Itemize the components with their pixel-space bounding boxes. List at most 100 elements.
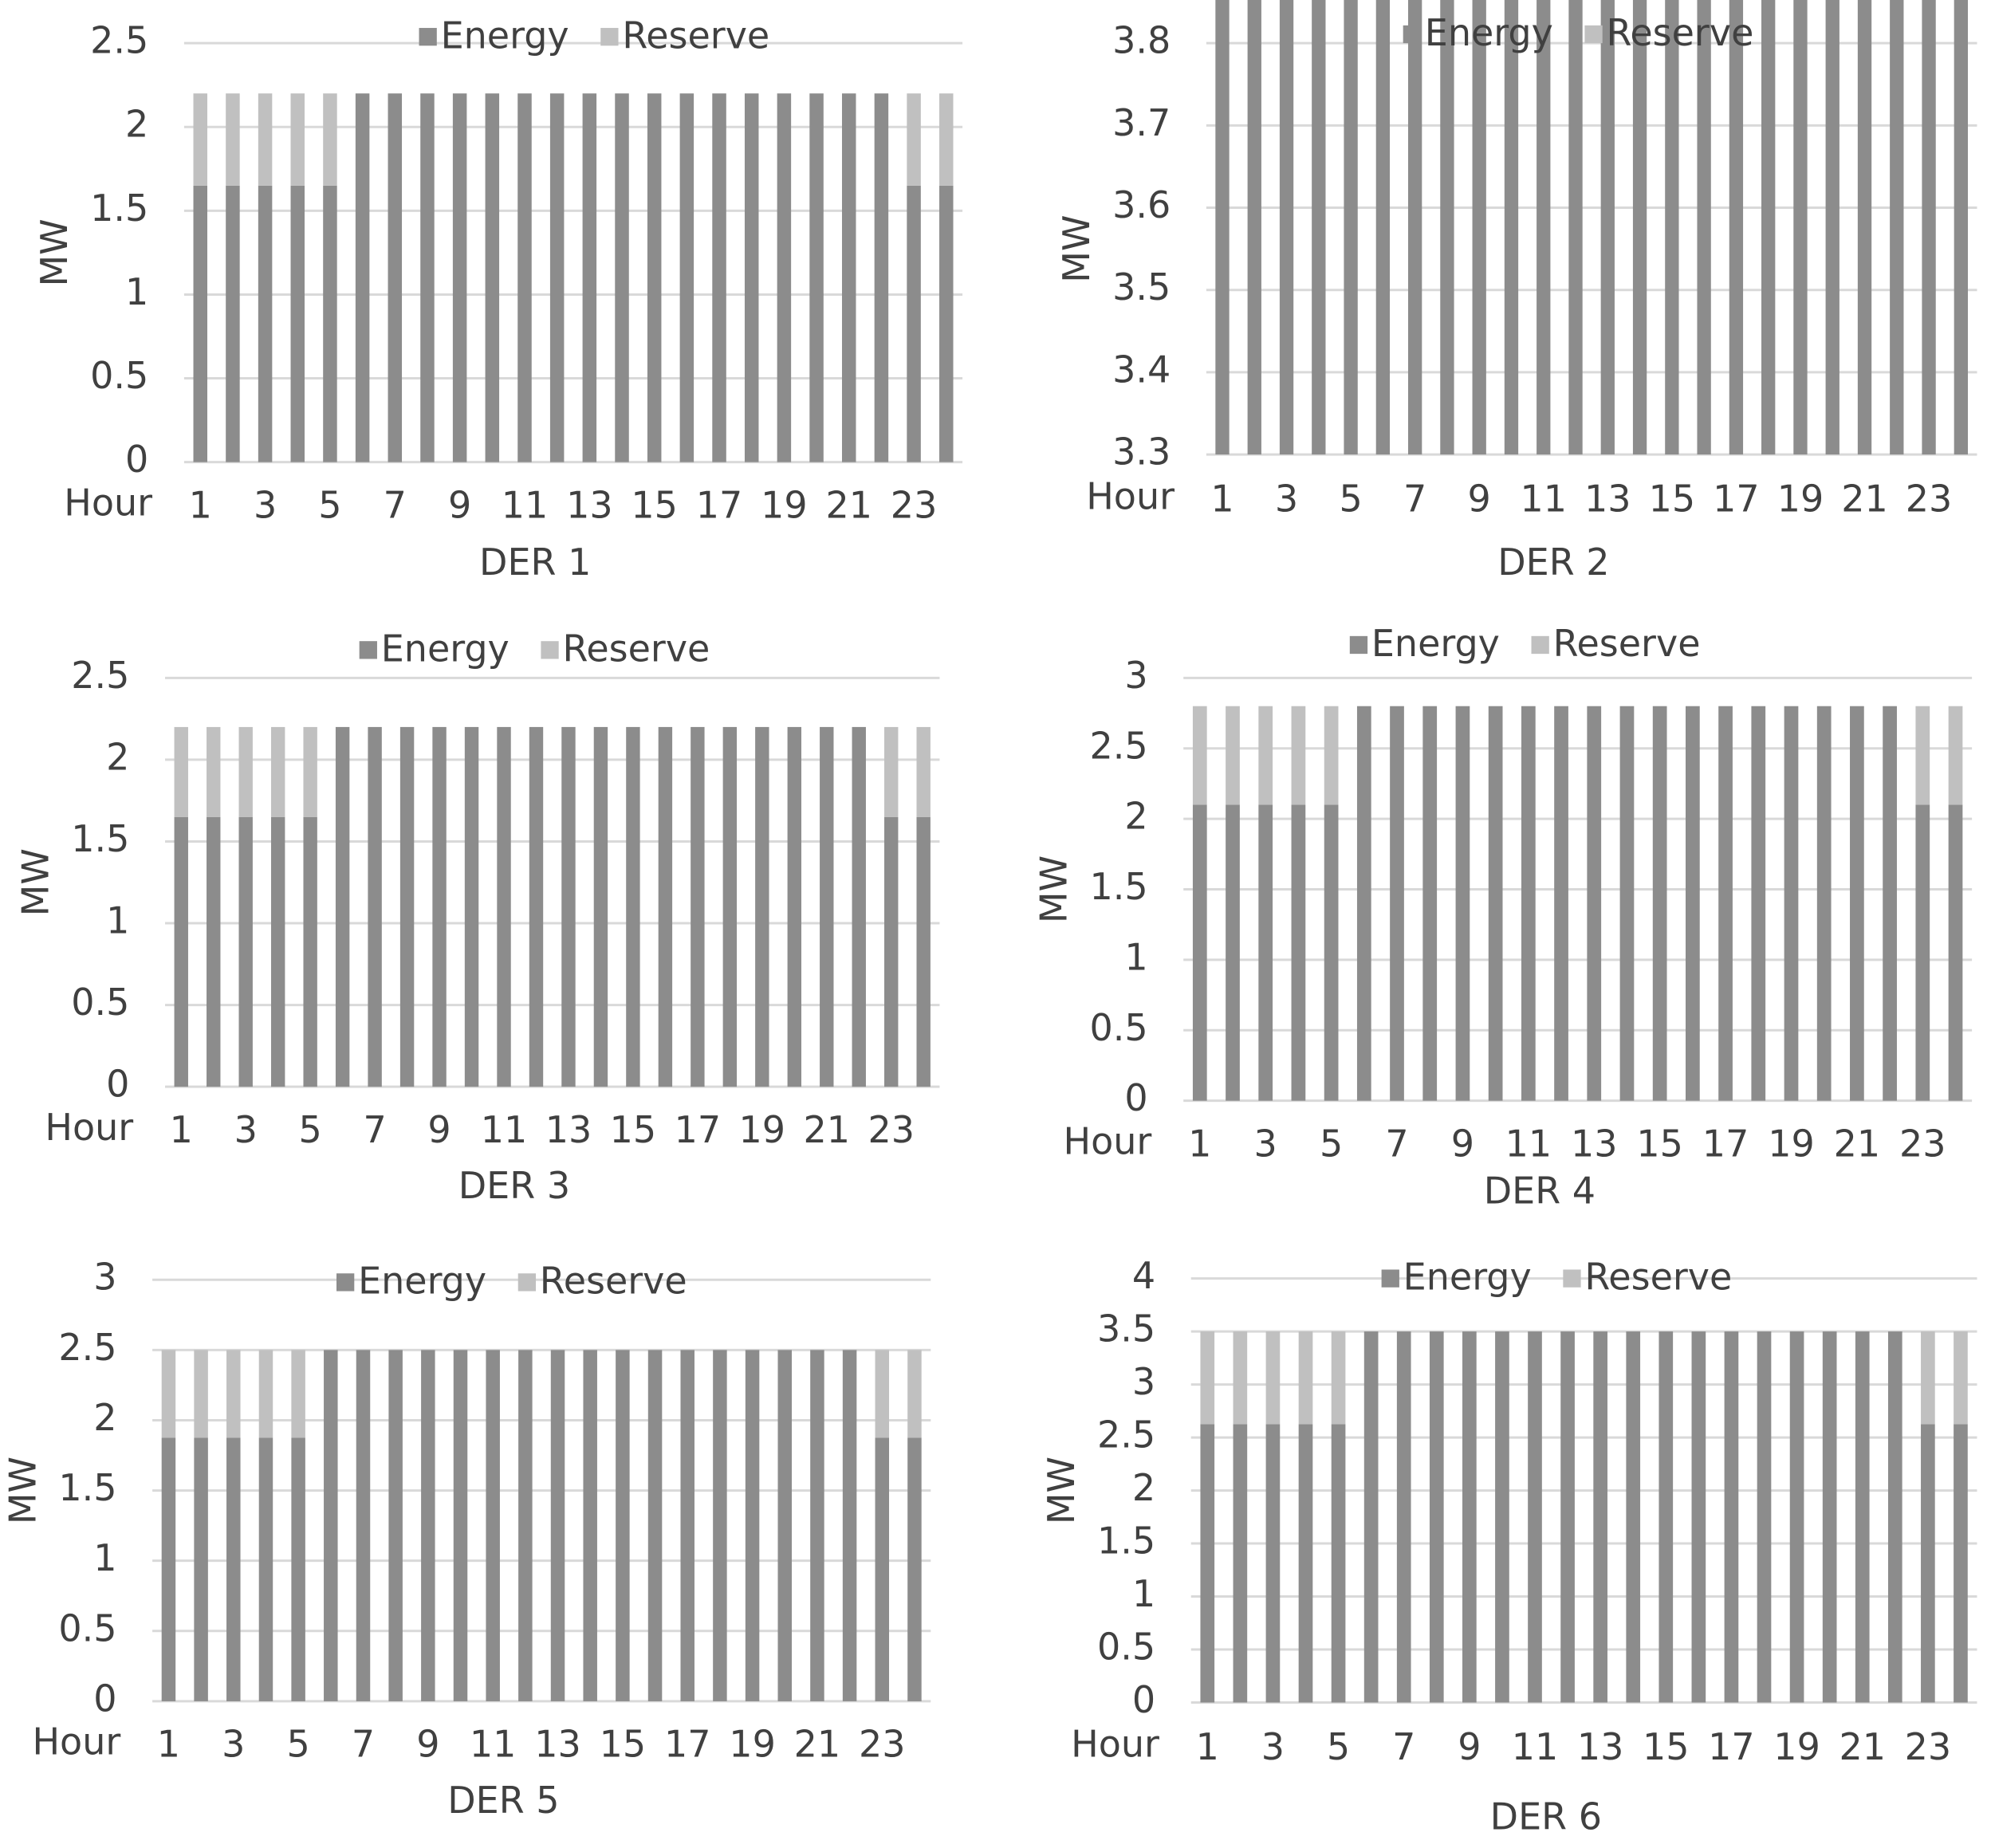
- bar-segment: [875, 1350, 890, 1438]
- legend-label: Energy: [1371, 622, 1500, 665]
- bar-segment: [712, 93, 726, 462]
- x-tick-label: 17: [1702, 1123, 1749, 1166]
- bar-segment: [1298, 1331, 1313, 1425]
- y-tick-label: 1.5: [90, 187, 148, 230]
- bar-segment: [1233, 1331, 1248, 1425]
- bar-segment: [777, 1350, 792, 1701]
- legend-label: Energy: [358, 1259, 486, 1302]
- bar-segment: [1850, 706, 1864, 1101]
- x-tick-label: 1: [170, 1108, 193, 1151]
- x-tick-label: 9: [1451, 1123, 1474, 1166]
- bar-segment: [1200, 1424, 1215, 1703]
- x-axis-label: Hour: [45, 1106, 133, 1149]
- y-tick-label: 0: [1132, 1678, 1155, 1721]
- bar-segment: [1915, 706, 1930, 805]
- legend-swatch: [600, 28, 619, 46]
- y-tick-label: 1: [125, 270, 148, 313]
- x-tick-label: 11: [1520, 478, 1567, 521]
- x-tick-label: 13: [545, 1108, 592, 1151]
- bar-segment: [1632, 0, 1647, 455]
- bar-segment: [1265, 1331, 1281, 1425]
- bar-segment: [810, 1350, 824, 1701]
- x-tick-label: 15: [610, 1108, 657, 1151]
- legend-label: Energy: [1425, 11, 1553, 54]
- bar-segment: [226, 1350, 241, 1438]
- y-tick-label: 2: [1132, 1466, 1155, 1509]
- bar-segment: [1279, 0, 1294, 455]
- legend-swatch: [517, 1273, 537, 1292]
- bar-segment: [1593, 1331, 1607, 1703]
- x-tick-label: 11: [481, 1108, 528, 1151]
- y-tick-label: 4: [1132, 1254, 1155, 1297]
- bar-segment: [647, 93, 662, 462]
- bar-segment: [290, 185, 305, 462]
- bar-segment: [615, 93, 629, 462]
- x-tick-label: 9: [416, 1723, 439, 1766]
- y-axis-label: MW: [33, 218, 76, 286]
- bar-segment: [193, 185, 207, 462]
- bar-segment: [939, 185, 954, 462]
- bar-segment: [1258, 706, 1273, 805]
- bar-segment: [238, 816, 253, 1087]
- bar-segment: [907, 1350, 922, 1438]
- bar-segment: [1192, 706, 1207, 805]
- y-tick-label: 0: [93, 1677, 116, 1720]
- bar-segment: [161, 1437, 176, 1701]
- bar-segment: [1390, 706, 1404, 1101]
- bar-segment: [258, 93, 273, 186]
- bar-segment: [1554, 706, 1568, 1101]
- y-tick-label: 0: [1124, 1076, 1147, 1119]
- bar-segment: [368, 726, 382, 1087]
- bar-segment: [593, 726, 608, 1087]
- x-tick-label: 23: [859, 1723, 906, 1766]
- bar-segment: [270, 726, 285, 817]
- x-tick-label: 11: [470, 1723, 517, 1766]
- bar-segment: [1291, 804, 1306, 1101]
- bar-segment: [713, 1350, 727, 1701]
- bar-segment: [1665, 0, 1679, 455]
- chart-title: DER 3: [458, 1164, 570, 1207]
- x-tick-label: 9: [1468, 478, 1491, 521]
- bar-segment: [841, 93, 856, 462]
- bar-segment: [874, 93, 889, 462]
- x-tick-label: 23: [868, 1108, 915, 1151]
- y-axis-label: MW: [1055, 215, 1098, 283]
- bar-segment: [161, 1350, 176, 1438]
- bar-segment: [226, 1437, 241, 1701]
- y-tick-label: 3.4: [1112, 348, 1171, 391]
- legend-label: Reserve: [622, 14, 769, 57]
- x-tick-label: 9: [448, 483, 471, 526]
- bar-segment: [1226, 706, 1240, 805]
- x-tick-label: 1: [1210, 478, 1234, 521]
- x-tick-label: 1: [1196, 1725, 1219, 1768]
- x-tick-label: 21: [794, 1723, 841, 1766]
- bar-segment: [1855, 1331, 1870, 1703]
- x-tick-label: 13: [1584, 478, 1631, 521]
- legend-swatch: [419, 28, 437, 46]
- chart-title: DER 6: [1490, 1795, 1602, 1838]
- y-tick-label: 2.5: [1097, 1414, 1155, 1457]
- x-tick-label: 19: [761, 483, 808, 526]
- bar-segment: [1718, 706, 1733, 1101]
- bar-segment: [1324, 804, 1339, 1101]
- bar-segment: [820, 726, 834, 1087]
- x-tick-label: 23: [1906, 478, 1953, 521]
- bar-segment: [1948, 706, 1963, 805]
- bar-segment: [679, 93, 694, 462]
- y-tick-label: 1.5: [1097, 1520, 1155, 1563]
- bar-segment: [453, 1350, 468, 1701]
- bar-segment: [399, 726, 415, 1087]
- y-tick-label: 0.5: [1097, 1626, 1155, 1669]
- y-tick-label: 1.5: [1089, 865, 1147, 908]
- bar-segment: [1331, 1424, 1346, 1703]
- bar-segment: [1331, 1331, 1346, 1425]
- bar-segment: [550, 1350, 565, 1701]
- x-tick-label: 11: [1512, 1725, 1559, 1768]
- legend-swatch: [359, 641, 377, 659]
- bar-segment: [421, 1350, 435, 1701]
- bar-segment: [1948, 804, 1963, 1101]
- bar-segment: [1488, 706, 1503, 1101]
- y-tick-label: 3.3: [1112, 431, 1171, 474]
- bar-segment: [1626, 1331, 1641, 1703]
- legend-label: Energy: [441, 14, 569, 57]
